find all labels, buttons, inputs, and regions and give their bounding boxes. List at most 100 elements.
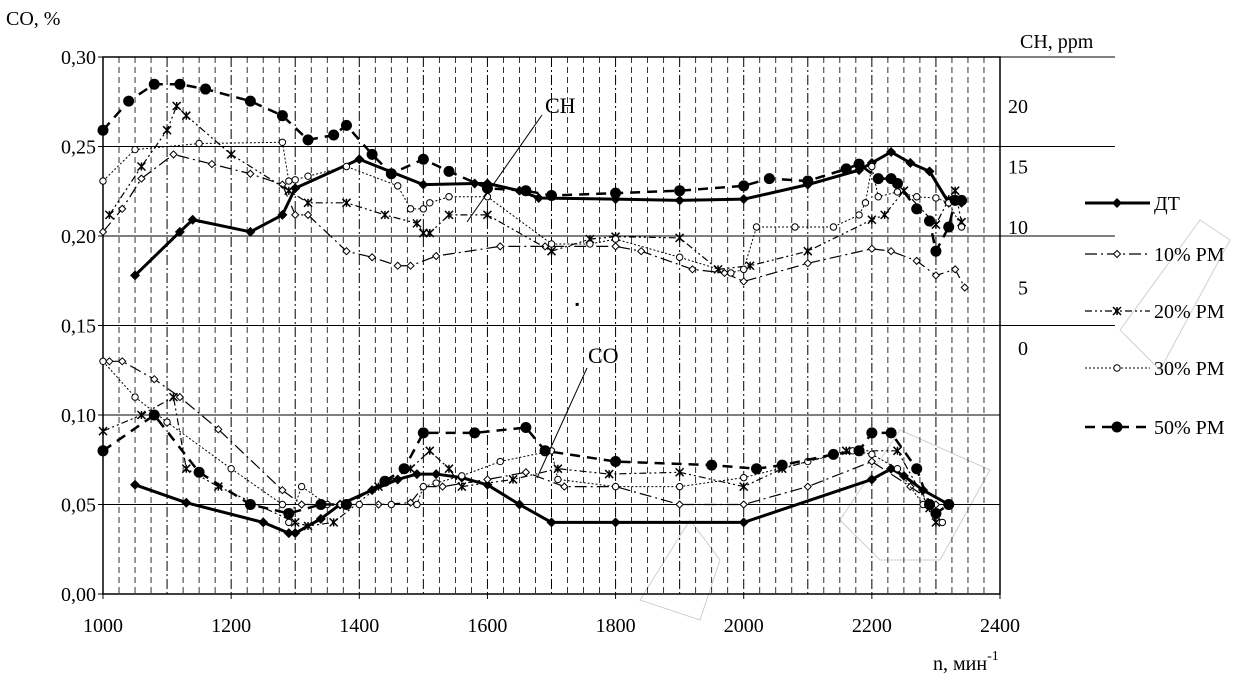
data-point (99, 177, 107, 185)
data-point (957, 223, 966, 231)
y-tick-label-left: 0,30 (61, 47, 96, 69)
data-point (406, 205, 415, 213)
data-point (481, 182, 493, 194)
tick-labels: 1000 1200 1400 1600 1800 2000 2200 2400 0,00 0,05… (61, 47, 1028, 637)
data-point (950, 186, 960, 196)
data-point (610, 517, 621, 528)
data-point (342, 162, 351, 171)
data-point (150, 374, 159, 384)
y-tick-label-left: 0,15 (61, 316, 96, 338)
series-50pct-rm-co (97, 409, 955, 519)
data-point (745, 261, 755, 271)
data-point (340, 119, 352, 131)
data-point (444, 210, 454, 220)
data-point (739, 482, 749, 492)
data-point (425, 446, 435, 456)
data-point (610, 456, 622, 468)
data-point (285, 518, 293, 527)
data-point (611, 235, 620, 243)
data-point (418, 179, 429, 190)
data-point (546, 246, 557, 256)
data-point (130, 270, 141, 281)
data-point (930, 507, 942, 519)
data-point (533, 192, 544, 203)
data-point (893, 465, 902, 473)
watermark-shape (1119, 219, 1231, 371)
data-point (136, 410, 146, 420)
data-point (740, 473, 748, 482)
data-point (855, 211, 863, 219)
series-30pct-rm-ch (99, 138, 966, 277)
data-point (763, 173, 775, 185)
data-point (207, 159, 217, 169)
data-point (366, 148, 378, 160)
data-point (867, 215, 877, 225)
data-point (738, 180, 750, 192)
chart-legend: ДТ 10% РМ 20% РМ 30% РМ 50% РМ (1085, 193, 1225, 439)
data-point (227, 465, 235, 473)
data-point (163, 418, 171, 426)
data-point (496, 457, 504, 466)
data-point (276, 110, 288, 122)
data-point (458, 472, 466, 480)
data-point (893, 188, 902, 196)
legend-label: 20% РМ (1154, 301, 1225, 323)
data-point (932, 194, 940, 202)
data-point (866, 474, 877, 485)
data-point (950, 265, 960, 274)
data-point (803, 259, 812, 268)
data-point (244, 95, 256, 107)
data-point (675, 233, 685, 243)
x-tick-label: 2200 (852, 615, 892, 637)
x-axis-label-exponent: -1 (987, 649, 999, 664)
data-point (283, 507, 295, 519)
data-point (674, 185, 686, 197)
data-point (508, 474, 518, 484)
data-point (105, 357, 114, 366)
y-tick-label-left: 0,05 (61, 495, 96, 517)
annotation-ch-leader (466, 114, 543, 223)
data-point (290, 183, 301, 194)
data-point (521, 468, 531, 477)
data-point (392, 474, 403, 485)
data-point (636, 246, 646, 256)
series-line (102, 141, 962, 274)
series-line (102, 396, 937, 527)
x-tick-label: 1800 (596, 615, 636, 637)
data-point (426, 199, 434, 207)
data-point (168, 392, 179, 402)
data-point (675, 482, 684, 491)
data-point (913, 193, 921, 201)
data-point (187, 214, 198, 225)
data-point (483, 475, 492, 484)
data-point (924, 166, 935, 177)
data-point (867, 457, 877, 466)
data-point (739, 500, 748, 509)
data-point (457, 482, 467, 492)
data-point (419, 205, 428, 213)
data-point (674, 195, 685, 206)
data-point (938, 518, 947, 527)
data-point (713, 264, 723, 274)
data-point (278, 138, 287, 147)
data-point (874, 193, 882, 201)
data-point (367, 253, 377, 262)
data-point (302, 134, 314, 146)
data-point (130, 479, 141, 490)
data-point (706, 459, 718, 471)
data-point (675, 253, 684, 261)
y-tick-label-left: 0,10 (61, 405, 96, 427)
data-point (417, 427, 429, 439)
x-tick-label: 1000 (83, 615, 123, 637)
series-line (109, 360, 937, 506)
data-point (924, 499, 936, 510)
data-point (98, 227, 108, 237)
data-point (943, 221, 955, 233)
data-point (354, 154, 365, 165)
data-point (546, 190, 557, 202)
data-point (340, 499, 352, 510)
data-point (131, 393, 139, 401)
data-point (393, 261, 402, 270)
data-point (169, 150, 178, 159)
data-point (315, 513, 326, 524)
